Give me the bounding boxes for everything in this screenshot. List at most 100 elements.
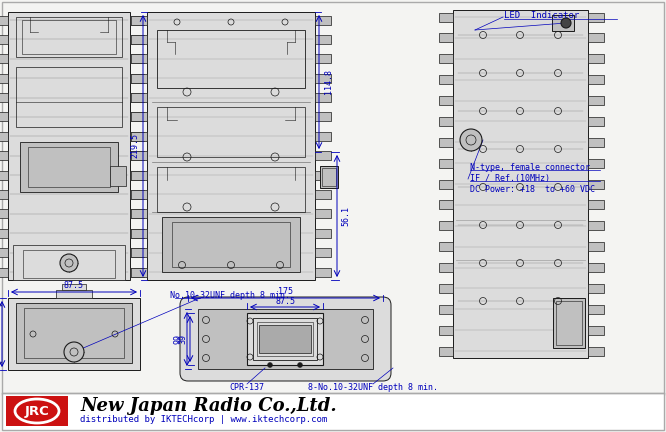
Bar (588, 75, 604, 84)
Bar (439, 346, 453, 356)
Text: N-type, female connector: N-type, female connector (470, 163, 590, 172)
Bar (553, 298, 585, 348)
Bar (147, 12, 315, 280)
Bar (439, 33, 453, 42)
Text: 219.5: 219.5 (131, 133, 139, 159)
Bar (439, 326, 453, 335)
Bar (315, 267, 331, 276)
Bar (0, 171, 8, 180)
Bar (110, 166, 126, 186)
Text: distributed by IKTECHcorp | www.iktechcorp.com: distributed by IKTECHcorp | www.iktechco… (80, 414, 327, 423)
Bar (315, 112, 331, 121)
Bar (157, 107, 305, 157)
Bar (588, 221, 604, 230)
Bar (131, 267, 147, 276)
Circle shape (268, 362, 272, 368)
Bar (439, 54, 453, 63)
Text: CPR-137: CPR-137 (230, 382, 264, 391)
Bar (131, 54, 147, 63)
Bar (131, 171, 147, 180)
Bar (130, 16, 144, 25)
Bar (56, 290, 92, 298)
Bar (315, 151, 331, 160)
Bar (13, 245, 125, 280)
Bar (130, 93, 144, 102)
Bar (0, 248, 8, 257)
Text: New Japan Radio Co.,Ltd.: New Japan Radio Co.,Ltd. (80, 397, 336, 415)
Bar (315, 171, 331, 180)
Bar (439, 13, 453, 22)
Bar (0, 54, 8, 63)
Bar (439, 96, 453, 105)
Text: 87.5: 87.5 (64, 282, 84, 290)
Bar (315, 132, 331, 141)
Bar (130, 54, 144, 63)
Bar (0, 151, 8, 160)
Bar (259, 325, 311, 353)
Bar (0, 93, 8, 102)
Bar (588, 346, 604, 356)
Bar (439, 138, 453, 147)
Bar (588, 33, 604, 42)
Text: LED  Indicator: LED Indicator (504, 12, 579, 20)
Bar (439, 180, 453, 188)
Bar (439, 242, 453, 251)
Bar (130, 190, 144, 199)
Bar (131, 112, 147, 121)
Bar (8, 12, 130, 280)
Bar (0, 210, 8, 218)
Circle shape (561, 18, 571, 28)
Text: 114.8: 114.8 (324, 70, 332, 95)
Bar (588, 284, 604, 293)
Bar (588, 305, 604, 314)
Bar (16, 67, 122, 127)
Bar (20, 142, 118, 192)
Bar (2, 393, 664, 430)
Bar (130, 73, 144, 83)
Bar (315, 229, 331, 238)
Bar (23, 250, 115, 278)
Bar (131, 73, 147, 83)
Bar (131, 93, 147, 102)
Bar (162, 217, 300, 272)
Bar (322, 168, 336, 186)
Bar (315, 16, 331, 25)
Text: IF / Ref.(10MHz): IF / Ref.(10MHz) (470, 175, 550, 184)
Text: No.10-32UNF depth 8 min.: No.10-32UNF depth 8 min. (170, 290, 290, 299)
Circle shape (298, 362, 302, 368)
Bar (131, 248, 147, 257)
Bar (315, 210, 331, 218)
Bar (24, 308, 124, 358)
Bar (439, 117, 453, 126)
Bar (0, 267, 8, 276)
Bar (556, 301, 582, 345)
Bar (439, 159, 453, 168)
Bar (0, 229, 8, 238)
Bar (198, 309, 373, 369)
Bar (157, 167, 305, 212)
Bar (130, 171, 144, 180)
Text: 87.5: 87.5 (275, 298, 295, 306)
Bar (315, 190, 331, 199)
Bar (439, 284, 453, 293)
Bar (157, 30, 305, 88)
Bar (130, 112, 144, 121)
Bar (172, 222, 290, 267)
Bar (588, 263, 604, 272)
Bar (253, 318, 317, 360)
Bar (131, 35, 147, 44)
Bar (28, 147, 110, 187)
Bar (16, 17, 122, 57)
Bar (0, 35, 8, 44)
Bar (131, 151, 147, 160)
Bar (131, 210, 147, 218)
Bar (257, 322, 313, 356)
Circle shape (460, 129, 482, 151)
Text: 175: 175 (278, 288, 293, 296)
Bar (130, 35, 144, 44)
Bar (130, 267, 144, 276)
Bar (588, 180, 604, 188)
Bar (0, 16, 8, 25)
Bar (439, 305, 453, 314)
Text: JRC: JRC (25, 404, 49, 417)
